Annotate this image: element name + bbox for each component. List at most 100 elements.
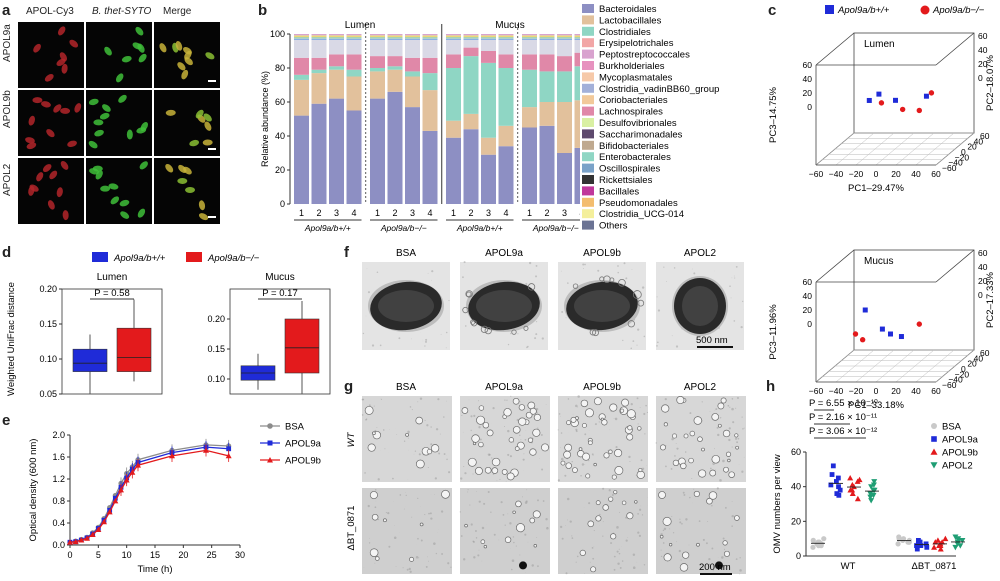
data-point [225, 452, 232, 459]
omv [512, 397, 520, 405]
panel-a-letter: a [2, 2, 11, 19]
em-speckle [505, 480, 507, 482]
omv [671, 433, 678, 439]
bar-segment [557, 37, 572, 39]
bar-segment [446, 120, 461, 138]
y-tick-label: 0.20 [39, 284, 57, 294]
tick-label: 0 [978, 290, 983, 300]
bacterium-cell [57, 26, 66, 36]
omv [626, 409, 636, 419]
bacterium-cell [177, 177, 188, 184]
em-speckle [371, 344, 375, 347]
bacterium-cell [88, 140, 98, 149]
em-speckle [736, 396, 739, 399]
bacterium-cell [175, 41, 183, 51]
y-tick-label: 60 [791, 447, 801, 457]
legend-label: Rickettsiales [599, 175, 653, 186]
omv-bleb [462, 306, 469, 314]
em-tile [362, 488, 452, 574]
em-speckle [531, 564, 534, 567]
bar-segment [370, 34, 385, 36]
omv [563, 450, 572, 459]
bacterium-cell [46, 129, 55, 138]
em-speckle [545, 404, 547, 405]
bar-segment [311, 73, 327, 104]
bar-segment [387, 37, 403, 39]
col-header-merge: Merge [163, 6, 192, 17]
data-point [835, 475, 841, 481]
omv [725, 451, 732, 457]
x-tick-label: 3 [334, 208, 339, 218]
em-speckle [535, 264, 538, 267]
data-point [169, 452, 175, 459]
em-speckle [623, 262, 626, 265]
group-label: Apol9a/b−/− [380, 223, 427, 233]
em-speckle [537, 565, 539, 568]
em-speckle [406, 568, 409, 571]
em-speckle [630, 347, 633, 350]
legend-label: APOL9a [942, 435, 979, 446]
omv-bleb [465, 290, 473, 298]
panel-e-letter: e [2, 412, 11, 429]
omv [722, 429, 731, 438]
omv [626, 433, 634, 441]
omv [626, 512, 634, 520]
em-speckle [411, 516, 413, 518]
em-speckle [669, 528, 671, 530]
legend-label: Enterobacterales [599, 152, 671, 163]
panel-g-letter: g [344, 378, 354, 395]
em-speckle [683, 493, 686, 496]
data-point [226, 446, 232, 452]
data-point [936, 542, 943, 548]
data-point [959, 538, 966, 544]
bacterium-cell [126, 129, 133, 140]
em-speckle [583, 267, 584, 269]
em-speckle [714, 410, 716, 411]
data-point [939, 539, 946, 545]
omv [514, 446, 520, 451]
bar-segment [311, 69, 327, 74]
em-speckle [564, 525, 566, 526]
omv [372, 431, 376, 436]
bar-segment [370, 35, 385, 37]
bar-segment [346, 35, 362, 37]
bar-segment [422, 35, 438, 37]
bar-segment [539, 54, 555, 72]
bar-segment [294, 34, 309, 36]
em-speckle [657, 309, 661, 312]
omv [720, 397, 727, 404]
y-tick-label: 20 [791, 516, 801, 526]
x-tick-label: 2 [544, 208, 549, 218]
em-speckle [689, 412, 692, 414]
bar-segment [346, 34, 362, 55]
em-speckle [477, 554, 480, 557]
bar-segment [446, 34, 461, 55]
em-speckle [560, 415, 561, 417]
bacterium-cell [61, 63, 68, 74]
em-speckle [389, 429, 391, 430]
omv [501, 469, 508, 475]
edge [935, 249, 975, 283]
tick-label: −20 [955, 369, 970, 379]
y-tick-label: 0.10 [39, 354, 57, 364]
tick-label: 0 [978, 73, 983, 83]
omv [515, 523, 526, 533]
bar-segment [498, 68, 514, 126]
bar-segment [463, 37, 479, 39]
data-point [72, 538, 79, 545]
bacterium-cell [32, 97, 43, 104]
pca-point-ko [916, 321, 922, 327]
bar-segment [311, 35, 327, 37]
bar-segment [463, 35, 479, 37]
pca-point-wt [923, 93, 929, 99]
em-speckle [730, 297, 732, 299]
em-speckle [707, 520, 709, 522]
em-speckle [611, 494, 614, 497]
omv [637, 426, 642, 431]
y-axis-label: Optical density (600 nm) [28, 439, 39, 542]
bar-segment [422, 73, 438, 91]
bar-segment [498, 35, 514, 37]
x-tick-label: 3 [410, 208, 415, 218]
omv [676, 396, 685, 405]
em-speckle [734, 437, 738, 440]
